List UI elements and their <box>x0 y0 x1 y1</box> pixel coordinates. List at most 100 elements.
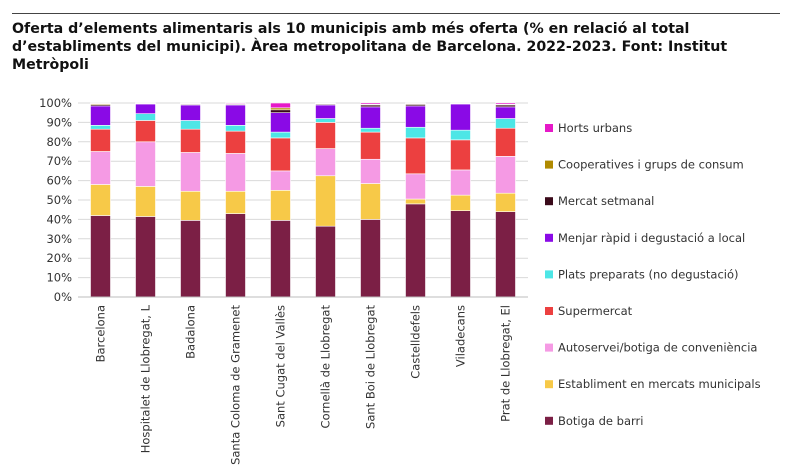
bar-segment-botiga-de-barri <box>135 216 156 298</box>
top-rule <box>12 13 780 14</box>
bar-segment-botiga-de-barri <box>180 220 201 298</box>
x-tick-label: Viladecans <box>454 305 468 367</box>
bar-segment-horts-urbans <box>225 102 246 105</box>
x-tick-label: Cornellà de Llobregat <box>319 305 333 429</box>
bar-segment-establiment-en-mercats-municipals <box>270 190 291 221</box>
bar-segment-botiga-de-barri <box>495 211 516 298</box>
y-tick-label: 100% <box>39 96 72 110</box>
legend-label: Mercat setmanal <box>558 194 654 208</box>
bar-segment-autoservei-botiga-de-conveniencia <box>225 153 246 192</box>
bar-stack-badalona <box>180 102 201 298</box>
bar-stack-cornella-de-llobregat <box>315 102 336 298</box>
legend-item-mercat-setmanal: Mercat setmanal <box>545 194 654 208</box>
bar-segment-supermercat <box>405 137 426 175</box>
legend-label: Horts urbans <box>558 121 632 135</box>
bar-stack-prat-de-llobregat-el <box>495 102 516 298</box>
legend-label: Cooperatives i grups de consum <box>558 158 744 172</box>
bar-segment-botiga-de-barri <box>405 203 426 298</box>
bar-segment-horts-urbans <box>270 102 291 109</box>
y-tick-label: 0% <box>54 290 72 304</box>
bar-segment-establiment-en-mercats-municipals <box>405 198 426 205</box>
y-tick-label: 50% <box>46 193 72 207</box>
bar-segment-autoservei-botiga-de-conveniencia <box>270 170 291 191</box>
x-tick-label: Santa Coloma de Gramenet <box>229 305 243 465</box>
legend-label: Plats preparats (no degustació) <box>558 267 738 281</box>
legend-swatch <box>545 197 553 206</box>
legend-label: Botiga de barri <box>558 414 643 428</box>
bar-segment-supermercat <box>315 122 336 149</box>
bar-segment-plats-preparats-no-degustacio <box>90 125 111 130</box>
x-tick-label: Sant Cugat del Vallès <box>274 305 288 427</box>
bar-stack-castelldefels <box>405 102 426 298</box>
bar-segment-menjar-rapid-i-degustacio-a-local <box>90 105 111 126</box>
bar-segment-plats-preparats-no-degustacio <box>450 129 471 141</box>
bar-segment-autoservei-botiga-de-conveniencia <box>450 169 471 196</box>
bar-segment-establiment-en-mercats-municipals <box>450 194 471 211</box>
x-tick-label: Prat de Llobregat, El <box>499 305 513 422</box>
bar-segment-menjar-rapid-i-degustacio-a-local <box>405 105 426 128</box>
bar-segment-menjar-rapid-i-degustacio-a-local <box>180 104 201 121</box>
x-tick-label: Badalona <box>184 305 198 359</box>
bar-segment-horts-urbans <box>360 102 381 105</box>
bar-segment-horts-urbans <box>180 102 201 104</box>
bar-segment-establiment-en-mercats-municipals <box>180 190 201 221</box>
y-tick-label: 70% <box>46 154 72 168</box>
bar-segment-plats-preparats-no-degustacio <box>270 131 291 139</box>
bar-segment-horts-urbans <box>495 102 516 105</box>
bar-segment-autoservei-botiga-de-conveniencia <box>360 158 381 184</box>
bar-segment-horts-urbans <box>405 102 426 104</box>
y-tick-label: 10% <box>46 271 72 285</box>
bar-segment-supermercat <box>495 127 516 157</box>
bar-stack-sant-cugat-del-valles <box>270 102 291 298</box>
bar-segment-plats-preparats-no-degustacio <box>135 113 156 121</box>
bar-segment-mercat-setmanal <box>270 109 291 114</box>
x-axis: Barcelona Hospitalet de Llobregat, L Badal… <box>78 296 528 465</box>
x-tick-label: Barcelona <box>94 305 108 362</box>
bar-stack-hospitalet-de-llobregat-l <box>135 102 156 298</box>
bar-segment-autoservei-botiga-de-conveniencia <box>405 173 426 200</box>
bar-segment-plats-preparats-no-degustacio <box>495 118 516 129</box>
bar-stack-santa-coloma-de-gramenet <box>225 102 246 298</box>
bar-segment-botiga-de-barri <box>90 215 111 298</box>
bar-segment-menjar-rapid-i-degustacio-a-local <box>270 112 291 133</box>
legend-swatch <box>545 160 553 169</box>
bar-segment-supermercat <box>180 128 201 153</box>
bar-segment-autoservei-botiga-de-conveniencia <box>315 148 336 177</box>
bar-segment-autoservei-botiga-de-conveniencia <box>90 151 111 185</box>
bar-segment-supermercat <box>360 131 381 160</box>
bar-segment-establiment-en-mercats-municipals <box>90 184 111 216</box>
bar-segment-supermercat <box>225 130 246 154</box>
legend-label: Establiment en mercats municipals <box>558 377 761 391</box>
legend-item-supermercat: Supermercat <box>545 304 633 318</box>
bar-segment-establiment-en-mercats-municipals <box>360 183 381 220</box>
bar-segment-botiga-de-barri <box>225 213 246 298</box>
bar-segment-establiment-en-mercats-municipals <box>135 186 156 217</box>
bar-stack-viladecans <box>450 102 471 298</box>
legend-label: Autoservei/botiga de conveniència <box>558 341 757 355</box>
chart-title: Oferta d’elements alimentaris als 10 mun… <box>12 21 728 73</box>
bar-segment-menjar-rapid-i-degustacio-a-local <box>450 103 471 131</box>
legend-swatch <box>545 380 553 389</box>
legend-item-autoservei-botiga-de-conveniencia: Autoservei/botiga de conveniència <box>545 341 757 355</box>
bar-segment-autoservei-botiga-de-conveniencia <box>135 141 156 187</box>
bar-segment-plats-preparats-no-degustacio <box>315 118 336 123</box>
x-tick-label: Hospitalet de Llobregat, L <box>139 304 153 453</box>
legend-item-plats-preparats-no-degustacio: Plats preparats (no degustació) <box>545 267 738 281</box>
bar-segment-botiga-de-barri <box>270 220 291 298</box>
legend-swatch <box>545 343 553 352</box>
bar-segment-supermercat <box>270 137 291 172</box>
x-tick-label: Castelldefels <box>409 305 423 379</box>
y-tick-label: 90% <box>46 115 72 129</box>
y-tick-label: 40% <box>46 212 72 226</box>
bar-segment-supermercat <box>90 128 111 152</box>
y-tick-label: 20% <box>46 251 72 265</box>
bar-stack-sant-boi-de-llobregat <box>360 102 381 298</box>
bar-segment-botiga-de-barri <box>450 210 471 298</box>
legend-swatch <box>545 307 553 315</box>
bar-segment-horts-urbans <box>90 102 111 104</box>
legend: Horts urbans Cooperatives i grups de cons… <box>545 121 761 428</box>
bar-segment-menjar-rapid-i-degustacio-a-local <box>360 106 381 129</box>
bar-segment-plats-preparats-no-degustacio <box>225 125 246 132</box>
bar-segment-menjar-rapid-i-degustacio-a-local <box>495 106 516 119</box>
